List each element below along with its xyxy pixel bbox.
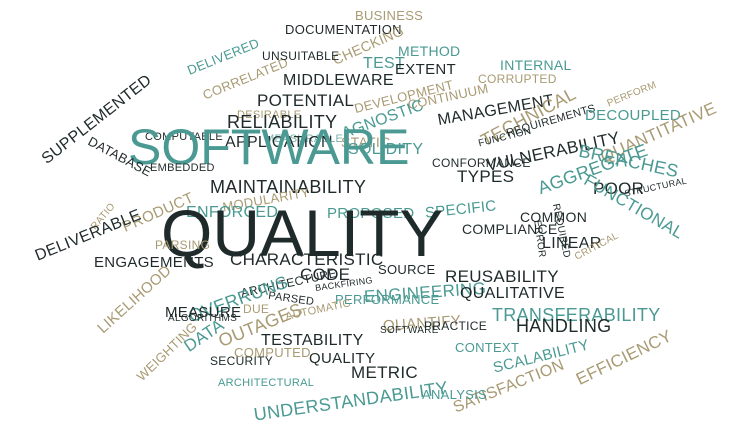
word-static: STATIC bbox=[341, 134, 391, 150]
word-efficiency: EFFICIENCY bbox=[573, 326, 675, 389]
word-corrupted: CORRUPTED bbox=[478, 72, 557, 86]
word-conformance: CONFORMANCE bbox=[432, 156, 531, 170]
word-handling: HANDLING bbox=[516, 316, 612, 336]
word-testability: TESTABILITY bbox=[261, 332, 364, 349]
word-due: DUE bbox=[243, 302, 270, 316]
word-linear: LINEAR bbox=[542, 235, 602, 252]
word-security: SECURITY bbox=[210, 354, 274, 368]
word-practice: PRACTICE bbox=[424, 319, 488, 333]
word-measure: MEASURE bbox=[165, 304, 242, 321]
word-quality: QUALITY bbox=[161, 196, 444, 270]
word-potential: POTENTIAL bbox=[257, 91, 355, 110]
word-computable: COMPUTABLE bbox=[145, 131, 223, 143]
word-engagements: ENGAGEMENTS bbox=[94, 254, 214, 271]
word-source: SOURCE bbox=[378, 262, 436, 277]
word-business: BUSINESS bbox=[355, 8, 424, 23]
word-internal: INTERNAL bbox=[500, 57, 572, 73]
word-proposed: PROPOSED bbox=[327, 205, 415, 222]
word-documentation: DOCUMENTATION bbox=[285, 22, 402, 37]
word-software: SOFTWARE bbox=[128, 119, 410, 175]
word-metric: METRIC bbox=[351, 363, 418, 382]
word-likelihood: LIKELIHOOD bbox=[94, 262, 175, 337]
word-extent: EXTENT bbox=[395, 61, 456, 78]
word-performance: PERFORMANCE bbox=[335, 292, 440, 307]
word-solidity: SOLIDITY bbox=[348, 141, 424, 158]
word-compliance: COMPLIANCE bbox=[462, 221, 558, 237]
word-analysis: ANALYSIS bbox=[422, 387, 488, 402]
word-decoupled: DECOUPLED bbox=[585, 107, 682, 124]
word-characteristic: CHARACTERISTIC bbox=[230, 250, 384, 269]
word-middleware: MIDDLEWARE bbox=[283, 72, 394, 89]
word-desirable: DESIRABLE bbox=[237, 109, 302, 121]
word-method: METHOD bbox=[398, 43, 461, 59]
word-software: SOFTWARE bbox=[380, 325, 439, 336]
word-types: TYPES bbox=[457, 167, 515, 186]
word-qualitative: QUALITATIVE bbox=[460, 285, 565, 302]
word-application: APPLICATION bbox=[225, 134, 333, 151]
word-measurable: MEASURABLE bbox=[265, 133, 344, 145]
word-enforced: ENFORCED bbox=[186, 204, 279, 221]
word-context: CONTEXT bbox=[455, 340, 520, 355]
word-maintainability: MAINTAINABILITY bbox=[210, 177, 367, 197]
word-perform: PERFORM bbox=[605, 79, 659, 110]
word-reliability: RELIABILITY bbox=[227, 112, 338, 132]
word-code: CODE bbox=[300, 265, 351, 284]
word-computed: COMPUTED bbox=[234, 345, 311, 360]
word-poor: POOR bbox=[593, 179, 645, 198]
word-parsing: PARSING bbox=[155, 238, 211, 252]
word-unsuitable: UNSUITABLE bbox=[262, 49, 340, 63]
word-architectural: ARCHITECTURAL bbox=[218, 377, 315, 389]
word-reusability: REUSABILITY bbox=[445, 267, 559, 286]
word-transferability: TRANSFERABILITY bbox=[492, 305, 661, 325]
word-embedded: EMBEDDED bbox=[150, 162, 215, 174]
word-algorithms: ALGORITHMS bbox=[168, 313, 238, 324]
word-test: TEST bbox=[363, 55, 406, 72]
word-common: COMMON bbox=[520, 209, 588, 225]
word-quality: QUALITY bbox=[309, 350, 376, 367]
